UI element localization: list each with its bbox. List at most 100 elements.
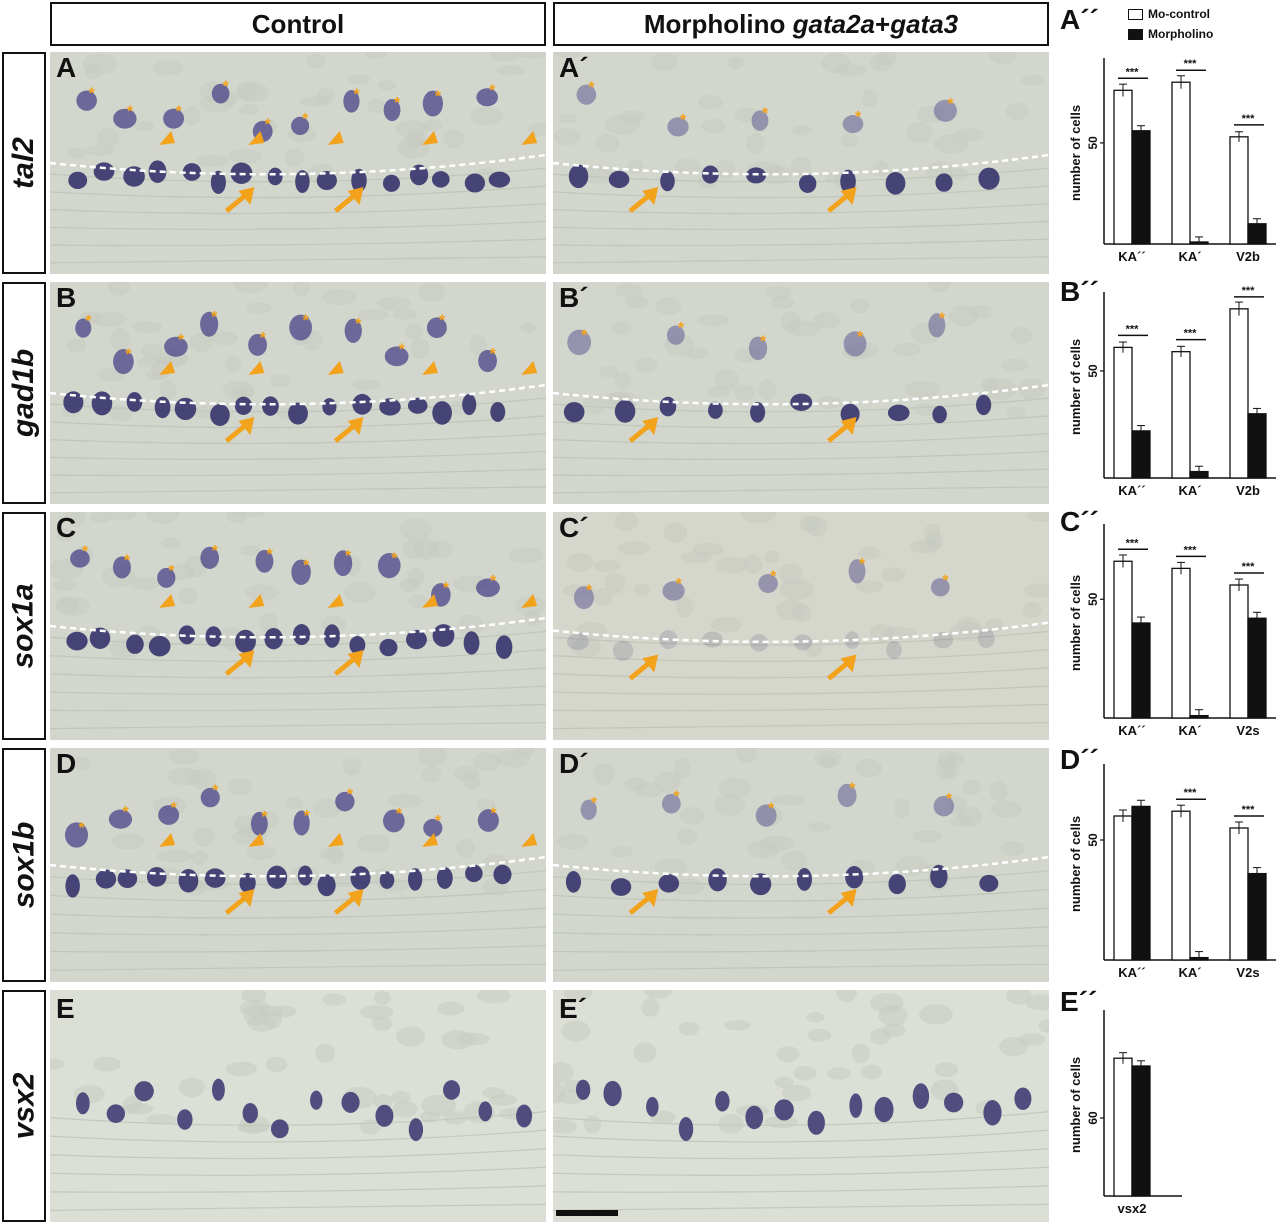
y-tick-label: 50 — [1086, 833, 1100, 847]
svg-text:*: * — [586, 583, 593, 600]
scale-bar — [556, 1210, 618, 1216]
panel-letter: B — [56, 282, 77, 313]
bar-mo-control — [1171, 567, 1191, 719]
bar-morpholino — [1131, 805, 1151, 961]
svg-text:*: * — [347, 787, 354, 804]
x-tick-label: KA´ — [1178, 249, 1201, 264]
chart-panel-letter: A´´ — [1060, 4, 1099, 35]
bar-chart: number of cells 50 *** KA´´ *** KA´ *** V2b — [1068, 58, 1276, 264]
y-axis-label: number of cells — [1068, 1057, 1083, 1153]
svg-text:*: * — [859, 556, 866, 573]
chart-plot-area: number of cells 50 KA´´ *** KA´ *** V2s — [1068, 764, 1276, 980]
gene-label: gad1b — [7, 348, 41, 438]
bar-morpholino — [1247, 617, 1267, 719]
svg-text:*: * — [439, 313, 446, 330]
micrograph-panel: * * * * * * * * * * — [50, 52, 546, 274]
significance-label: *** — [1126, 323, 1140, 335]
svg-text:*: * — [676, 576, 683, 593]
svg-text:*: * — [490, 806, 497, 823]
svg-text:*: * — [394, 95, 401, 112]
svg-text:*: * — [127, 104, 134, 121]
svg-text:*: * — [391, 551, 398, 568]
micrograph-panel: * * * * * — [553, 282, 1049, 504]
bar-chart: number of cells 50 *** KA´´ *** KA´ *** V2s — [1068, 524, 1276, 738]
chart-legend: Mo-control Morpholino — [1128, 4, 1213, 44]
legend-item-control: Mo-control — [1128, 4, 1213, 24]
svg-text:*: * — [89, 86, 96, 103]
significance-label: *** — [1242, 285, 1256, 297]
svg-text:*: * — [396, 806, 403, 823]
control-header-text: Control — [251, 8, 345, 39]
bar-mo-control — [1113, 89, 1133, 245]
svg-text:*: * — [435, 813, 442, 830]
svg-text:*: * — [947, 96, 954, 113]
chart-plot-area: number of cells 50 *** KA´´ *** KA´ *** V2s — [1068, 524, 1276, 738]
svg-text:*: * — [673, 789, 680, 806]
significance-label: *** — [1126, 537, 1140, 549]
panel-letter: C´ — [559, 512, 589, 543]
y-axis-label: number of cells — [1068, 816, 1083, 912]
bar-mo-control — [1113, 1057, 1133, 1197]
significance-label: *** — [1184, 58, 1198, 70]
panel-letter: E´ — [559, 993, 587, 1024]
svg-text:*: * — [212, 543, 219, 560]
row-label-gad1b: gad1b — [2, 282, 46, 504]
micrograph-panel — [50, 990, 546, 1222]
x-tick-label: vsx2 — [1118, 1201, 1147, 1216]
legend-label-morpholino: Morpholino — [1148, 27, 1214, 41]
svg-text:*: * — [490, 346, 497, 363]
micrograph-image — [50, 990, 546, 1222]
chart-panel-letter: B´´ — [1060, 276, 1099, 307]
significance-label: *** — [1184, 787, 1198, 799]
svg-text:*: * — [353, 86, 360, 103]
x-tick-label: KA´´ — [1118, 249, 1145, 264]
svg-text:*: * — [265, 116, 272, 133]
svg-text:*: * — [760, 333, 767, 350]
panel-letter: A´ — [559, 52, 589, 83]
svg-text:*: * — [178, 332, 185, 349]
svg-text:*: * — [581, 327, 588, 344]
svg-text:*: * — [490, 573, 497, 590]
svg-text:*: * — [211, 309, 218, 326]
micrograph-panel: * * * * * * * * * * — [50, 512, 546, 740]
legend-swatch-control — [1128, 8, 1143, 20]
row-label-tal2: tal2 — [2, 52, 46, 274]
micrograph-panel: * * * * * — [553, 748, 1049, 982]
morpholino-header-prefix: Morpholino — [643, 8, 793, 39]
x-tick-label: V2s — [1236, 723, 1259, 738]
chart-plot-area: number of cells 50 *** KA´´ *** KA´ *** V2b — [1068, 285, 1276, 498]
panel-letter: D´ — [559, 748, 589, 779]
chart-panel-letter: C´´ — [1060, 506, 1099, 537]
svg-text:*: * — [770, 568, 777, 585]
micrograph-panel: * * * * * — [553, 52, 1049, 274]
x-tick-label: KA´ — [1178, 483, 1201, 498]
micrograph-image: * * * * * * * * * * — [50, 282, 546, 504]
svg-text:*: * — [680, 112, 687, 129]
gene-label: vsx2 — [7, 1072, 40, 1140]
svg-text:*: * — [212, 783, 219, 800]
significance-label: *** — [1242, 804, 1256, 816]
svg-text:*: * — [849, 780, 856, 797]
significance-label: *** — [1242, 561, 1256, 573]
bar-chart: number of cells 50 KA´´ *** KA´ *** V2s — [1068, 764, 1276, 980]
micrograph-image — [553, 990, 1049, 1222]
bar-morpholino — [1247, 413, 1267, 479]
bar-morpholino — [1131, 622, 1151, 719]
y-axis-label: number of cells — [1068, 575, 1083, 671]
bar-chart: number of cells 50 *** KA´´ *** KA´ *** V2b — [1068, 285, 1276, 498]
y-tick-label: 60 — [1086, 1111, 1100, 1125]
bar-morpholino — [1247, 872, 1267, 961]
svg-text:*: * — [261, 809, 268, 826]
svg-text:*: * — [82, 544, 89, 561]
legend-swatch-morpholino — [1128, 28, 1143, 40]
chart-plot-area: number of cells 60 vsx2 — [1068, 1010, 1182, 1216]
svg-text:*: * — [443, 580, 450, 597]
y-axis-label: number of cells — [1068, 339, 1083, 435]
svg-text:*: * — [678, 320, 685, 337]
bar-morpholino — [1131, 430, 1151, 479]
svg-text:*: * — [768, 801, 775, 818]
micrograph-panel: * * * * * — [553, 512, 1049, 740]
x-tick-label: V2s — [1236, 965, 1259, 980]
svg-text:*: * — [260, 330, 267, 347]
bar-mo-control — [1229, 827, 1249, 961]
